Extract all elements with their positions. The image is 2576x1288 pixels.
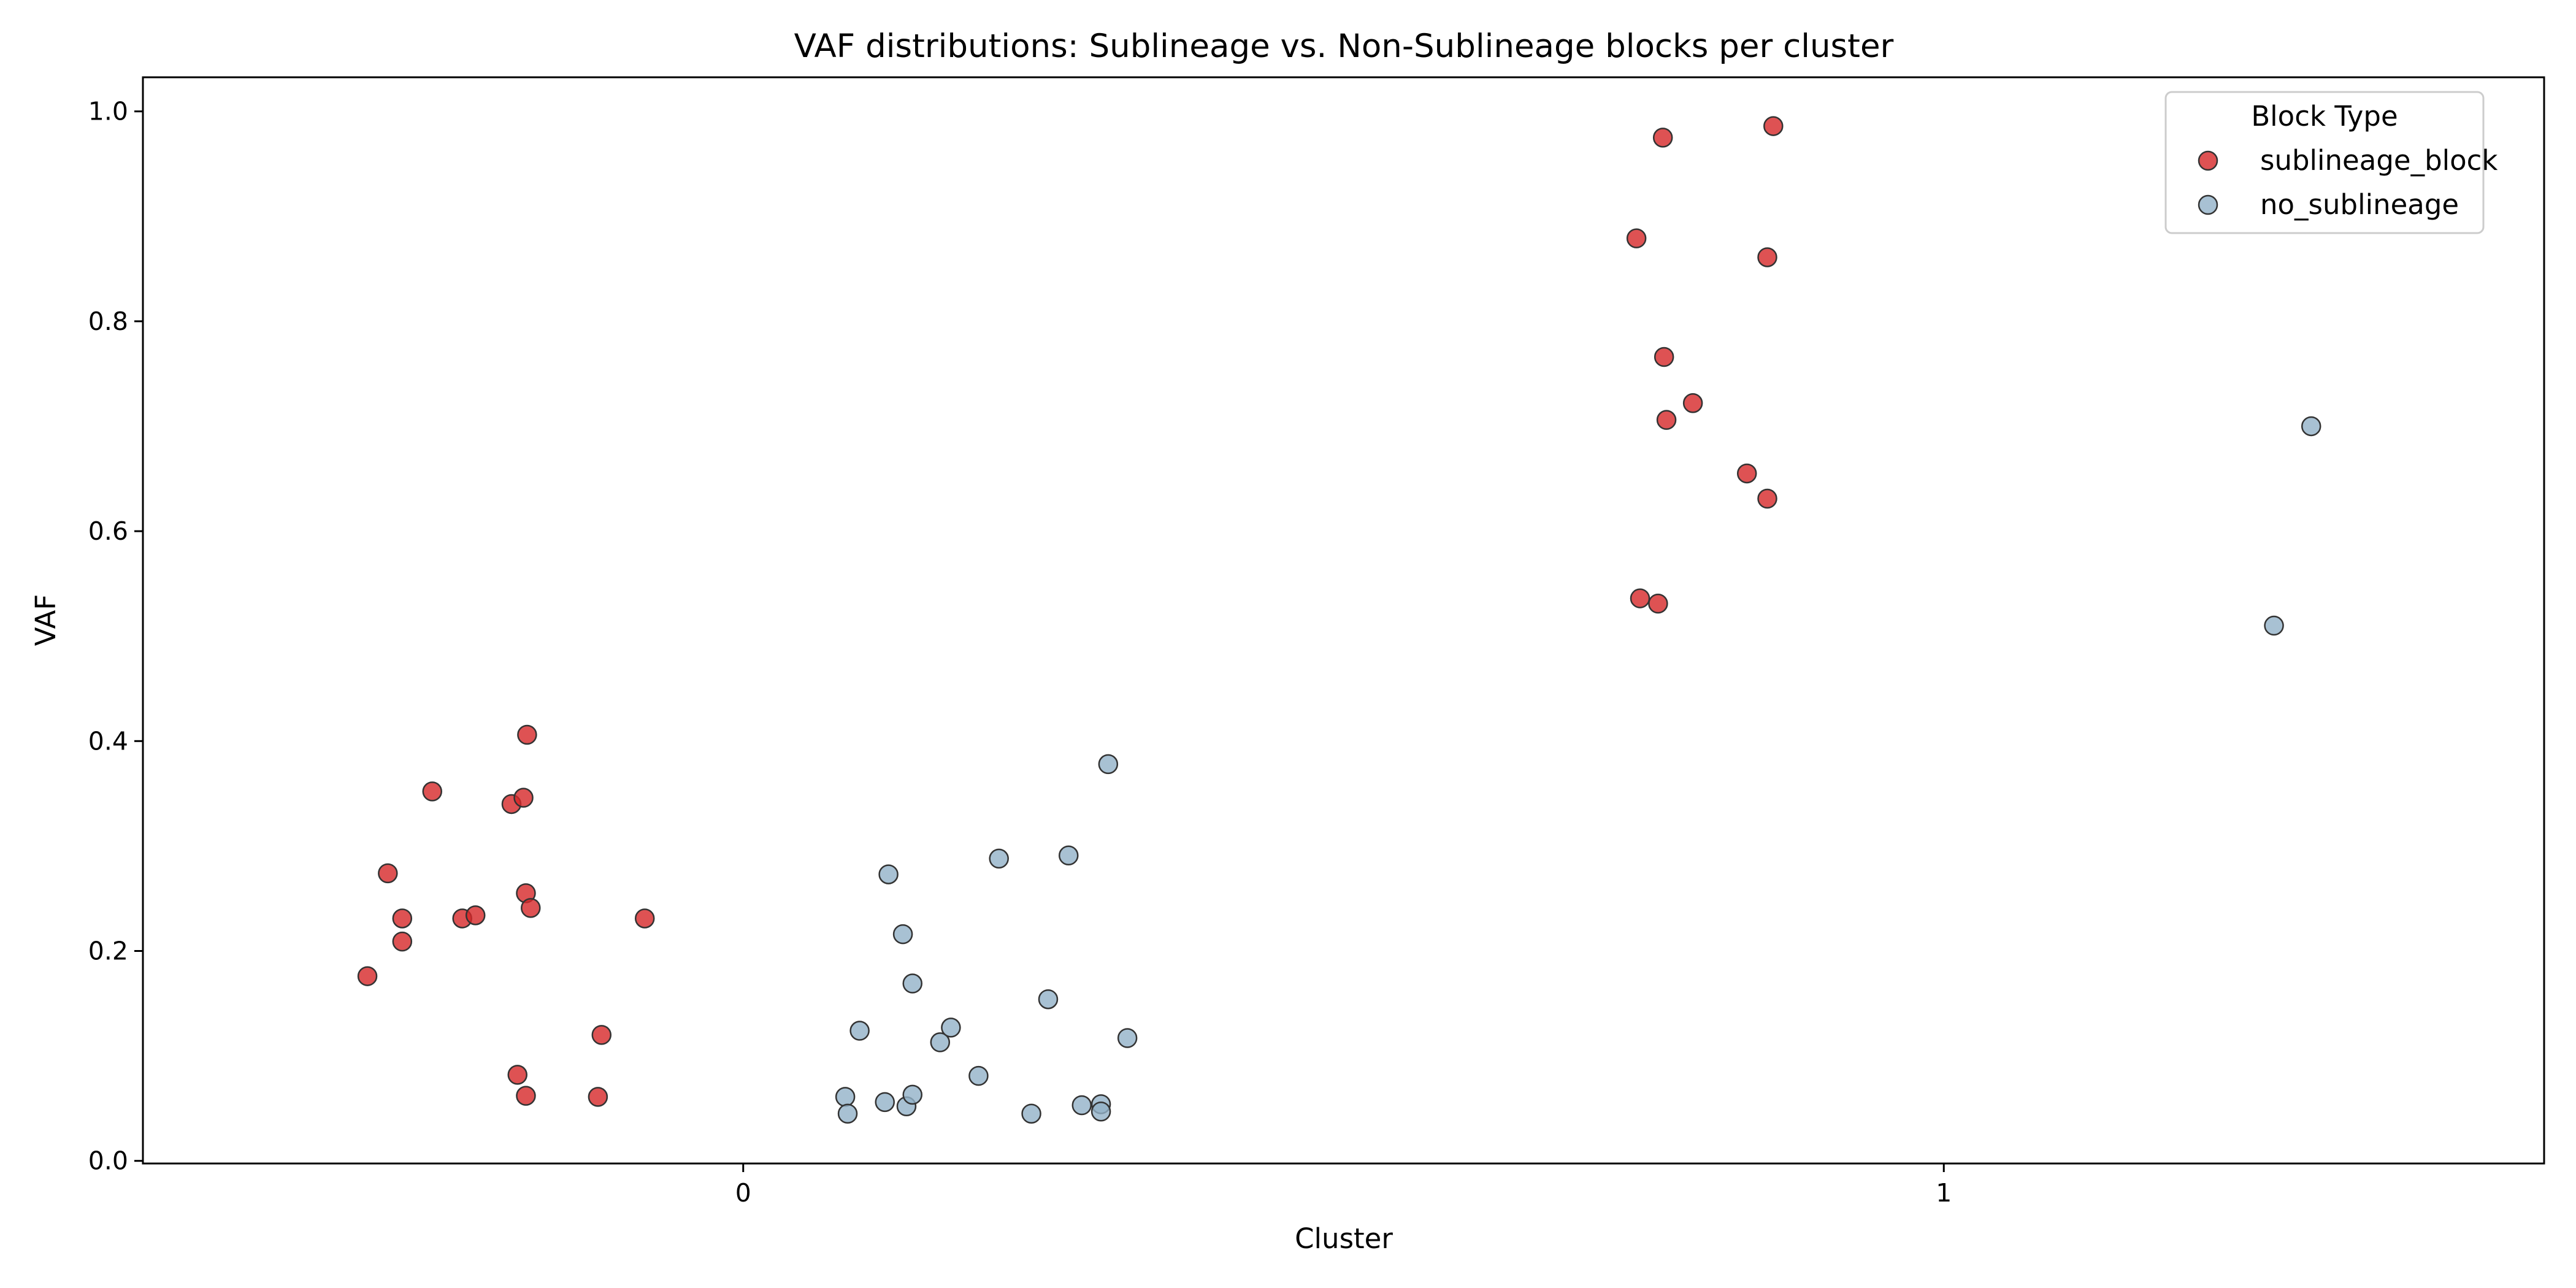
- data-point-no-sublineage: [1021, 1103, 1041, 1124]
- data-point-no-sublineage: [902, 973, 923, 994]
- y-tick-label: 0.6: [88, 516, 128, 546]
- data-point-no-sublineage: [941, 1018, 961, 1038]
- y-tick-label: 1.0: [88, 97, 128, 126]
- data-point-sublineage-block: [422, 781, 443, 802]
- data-point-sublineage-block: [378, 863, 398, 884]
- data-point-no-sublineage: [875, 1092, 895, 1113]
- data-point-no-sublineage: [878, 864, 899, 884]
- data-point-no-sublineage: [1058, 845, 1079, 866]
- y-tick-label: 0.4: [88, 726, 128, 756]
- data-point-sublineage-block: [1654, 347, 1674, 367]
- data-point-sublineage-block: [1682, 393, 1703, 413]
- legend: Block Type sublineage_block no_sublineag…: [2164, 91, 2497, 234]
- data-point-sublineage-block: [392, 931, 413, 952]
- data-point-sublineage-block: [591, 1025, 612, 1045]
- legend-label-no-sublineage: no_sublineage: [2260, 188, 2459, 221]
- data-point-no-sublineage: [2301, 416, 2321, 437]
- y-tick-label: 0.0: [88, 1146, 128, 1176]
- data-point-no-sublineage: [837, 1103, 858, 1124]
- data-point-no-sublineage: [1091, 1102, 1111, 1122]
- data-point-sublineage-block: [513, 788, 534, 808]
- data-point-sublineage-block: [507, 1065, 527, 1085]
- data-point-no-sublineage: [989, 848, 1009, 869]
- legend-marker-sublineage-block: [2198, 150, 2218, 171]
- data-point-sublineage-block: [392, 908, 413, 929]
- data-point-sublineage-block: [1763, 116, 1784, 136]
- x-axis-label: Cluster: [1295, 1222, 1393, 1255]
- data-point-sublineage-block: [521, 898, 541, 918]
- legend-title: Block Type: [2251, 100, 2398, 132]
- plot-frame: [142, 76, 2545, 1165]
- data-point-sublineage-block: [1757, 488, 1777, 509]
- data-point-sublineage-block: [1656, 410, 1677, 430]
- y-axis-label: VAF: [29, 594, 62, 646]
- data-point-sublineage-block: [634, 908, 655, 929]
- data-point-sublineage-block: [1626, 228, 1647, 248]
- data-point-no-sublineage: [968, 1065, 989, 1086]
- legend-label-sublineage-block: sublineage_block: [2260, 144, 2497, 177]
- data-point-sublineage-block: [517, 724, 537, 745]
- data-point-sublineage-block: [588, 1087, 608, 1107]
- data-point-sublineage-block: [1648, 593, 1668, 614]
- data-point-no-sublineage: [1098, 754, 1119, 775]
- data-point-sublineage-block: [1736, 463, 1757, 484]
- data-point-sublineage-block: [516, 1086, 536, 1106]
- plot-area: [357, 116, 2321, 1124]
- x-tick-label: 1: [1936, 1178, 1952, 1208]
- y-tick-label: 0.8: [88, 307, 128, 336]
- y-axis: 0.0 0.2 0.4 0.6 0.8 1.0: [88, 97, 143, 1176]
- y-tick-label: 0.2: [88, 937, 128, 966]
- data-point-sublineage-block: [1757, 247, 1777, 267]
- legend-box: [2164, 91, 2485, 234]
- data-point-no-sublineage: [2264, 615, 2284, 636]
- data-point-sublineage-block: [357, 966, 378, 986]
- data-point-no-sublineage: [892, 924, 913, 945]
- data-point-no-sublineage: [1071, 1095, 1092, 1116]
- data-point-no-sublineage: [902, 1084, 923, 1105]
- data-point-no-sublineage: [1117, 1028, 1138, 1048]
- x-tick-label: 0: [735, 1178, 751, 1208]
- data-point-no-sublineage: [930, 1032, 951, 1052]
- data-point-no-sublineage: [849, 1021, 870, 1041]
- data-point-no-sublineage: [835, 1087, 856, 1107]
- data-point-sublineage-block: [1652, 128, 1673, 148]
- data-point-sublineage-block: [465, 905, 486, 926]
- data-point-no-sublineage: [1038, 989, 1059, 1010]
- data-point-sublineage-block: [1630, 588, 1650, 608]
- legend-marker-no-sublineage: [2198, 194, 2218, 215]
- chart-title: VAF distributions: Sublineage vs. Non-Su…: [794, 28, 1894, 65]
